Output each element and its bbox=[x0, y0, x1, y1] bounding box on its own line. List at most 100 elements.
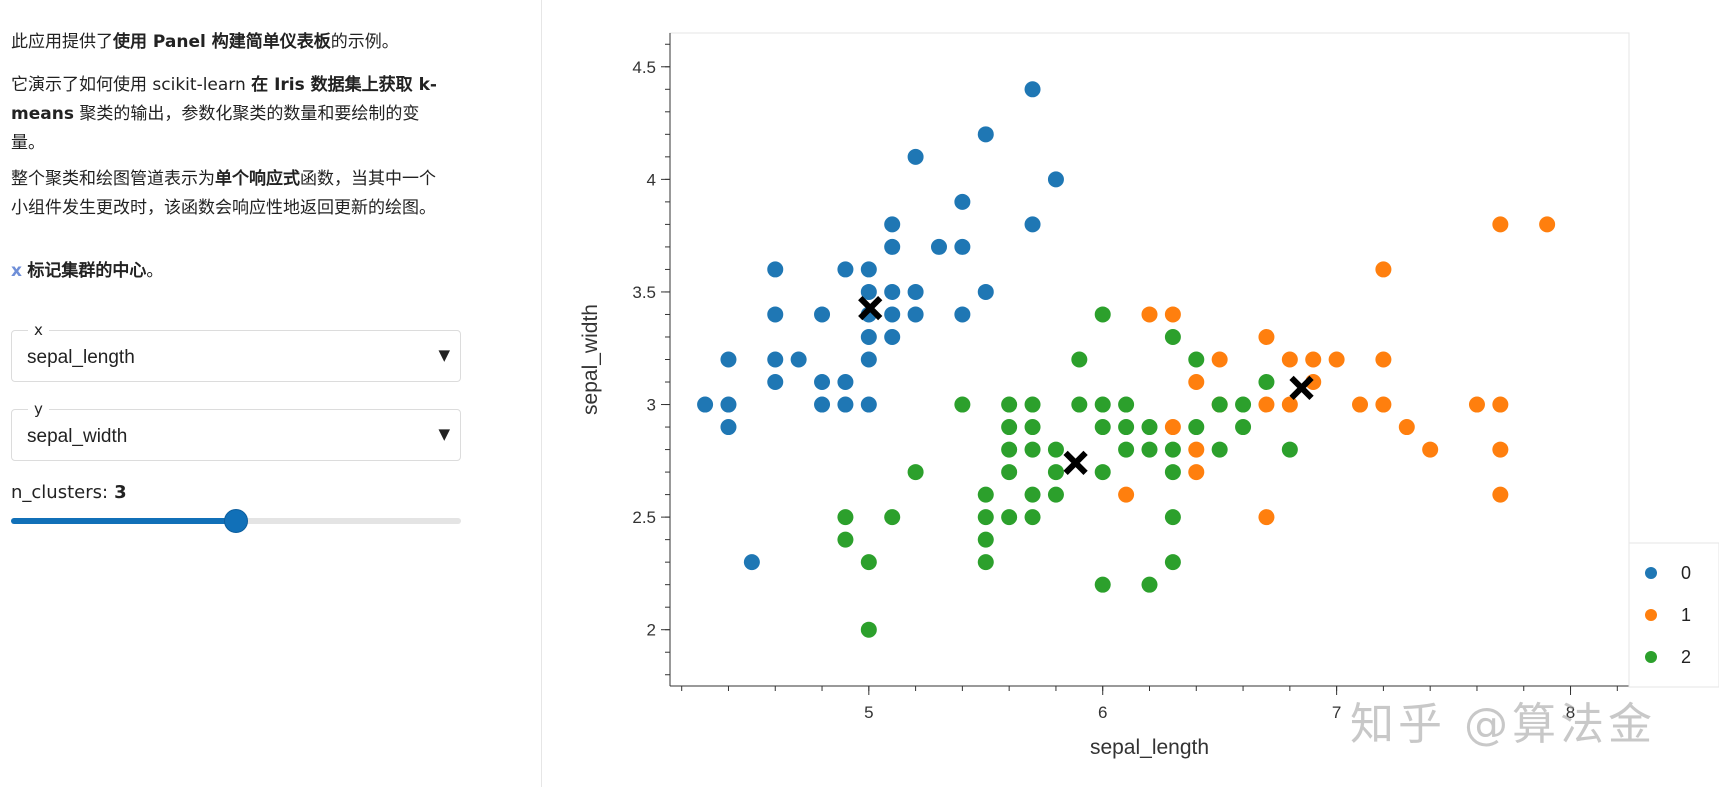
cluster-1-point bbox=[1352, 396, 1369, 413]
cluster-0-point bbox=[790, 351, 807, 368]
scatter-chart[interactable]: 5 6 7 8 2 2.5 3 3.5 4 4.5 sepal_length sepal_width 0… bbox=[543, 0, 1719, 787]
cluster-2-point bbox=[977, 486, 994, 503]
slider-handle[interactable] bbox=[224, 509, 248, 533]
cluster-0-point bbox=[977, 126, 994, 143]
cluster-1-point bbox=[1492, 216, 1509, 233]
pipeline-text: 整个聚类和绘图管道表示为 bbox=[11, 169, 215, 189]
cluster-0-point bbox=[860, 328, 877, 345]
cluster-2-point bbox=[1164, 441, 1181, 458]
y-variable-select[interactable]: y sepal_width ▼ bbox=[11, 399, 461, 461]
pipeline-paragraph: 整个聚类和绘图管道表示为单个响应式函数，当其中一个 小组件发生更改时，该函数会响应… bbox=[11, 165, 521, 223]
x-variable-select[interactable]: x sepal_length ▼ bbox=[11, 320, 461, 382]
cluster-2-point bbox=[1141, 419, 1158, 436]
caret-down-icon: ▼ bbox=[438, 346, 450, 364]
cluster-0-point bbox=[814, 306, 831, 323]
centers-note: x 标记集群的中心。 bbox=[11, 257, 521, 286]
cluster-0-point bbox=[837, 374, 854, 391]
cluster-0-point bbox=[720, 419, 737, 436]
intro-text: 此应用提供了 bbox=[11, 32, 113, 52]
legend-box bbox=[1628, 542, 1719, 688]
y-select-label: y bbox=[28, 399, 49, 419]
cluster-1-point bbox=[1281, 396, 1298, 413]
legend-label-2: 2 bbox=[1681, 647, 1691, 667]
y-axis-label: sepal_width bbox=[579, 304, 602, 415]
cluster-1-point bbox=[1375, 351, 1392, 368]
y-tick-label: 2 bbox=[647, 621, 656, 640]
cluster-2-point bbox=[907, 464, 924, 481]
cluster-0-point bbox=[767, 306, 784, 323]
cluster-1-point bbox=[1539, 216, 1556, 233]
pipeline-bold-text: 单个响应式 bbox=[215, 169, 300, 189]
cluster-0-point bbox=[954, 193, 971, 210]
cluster-0-point bbox=[884, 238, 901, 255]
cluster-2-point bbox=[1281, 441, 1298, 458]
x-tick-label: 7 bbox=[1332, 703, 1341, 722]
cluster-2-point bbox=[1001, 419, 1018, 436]
intro-paragraph: 此应用提供了使用 Panel 构建简单仪表板的示例。 bbox=[11, 28, 521, 57]
cluster-2-point bbox=[1141, 441, 1158, 458]
cluster-1-point bbox=[1164, 419, 1181, 436]
n-clusters-label: n_clusters: 3 bbox=[11, 482, 127, 503]
description-paragraph: 它演示了如何使用 scikit-learn 在 Iris 数据集上获取 k-me… bbox=[11, 71, 521, 158]
cluster-center-marker bbox=[1289, 375, 1314, 400]
description-text: 它演示了如何使用 scikit-learn bbox=[11, 75, 252, 95]
cluster-0-point bbox=[743, 554, 760, 571]
cluster-2-point bbox=[1024, 419, 1041, 436]
cluster-2-point bbox=[1001, 396, 1018, 413]
cluster-0-point bbox=[977, 283, 994, 300]
legend-swatch-1 bbox=[1645, 609, 1657, 621]
cluster-1-point bbox=[1118, 486, 1135, 503]
cluster-2-point bbox=[1001, 509, 1018, 526]
pipeline-text-line2: 小组件发生更改时，该函数会响应性地返回更新的绘图。 bbox=[11, 198, 436, 218]
cluster-0-point bbox=[720, 396, 737, 413]
cluster-2-point bbox=[1188, 419, 1205, 436]
cluster-1-point bbox=[1164, 306, 1181, 323]
cluster-1-point bbox=[1188, 464, 1205, 481]
cluster-2-point bbox=[977, 509, 994, 526]
cluster-2-point bbox=[1211, 441, 1228, 458]
cluster-2-point bbox=[884, 509, 901, 526]
n-clusters-slider[interactable] bbox=[11, 509, 461, 533]
cluster-center-marker bbox=[858, 296, 883, 321]
legend-label-1: 1 bbox=[1681, 605, 1691, 625]
centers-note-bold: 标记集群的中心 bbox=[27, 261, 147, 281]
cluster-2-point bbox=[1235, 396, 1252, 413]
y-tick-label: 2.5 bbox=[632, 508, 656, 527]
cluster-2-point bbox=[1094, 464, 1111, 481]
cluster-0-point bbox=[767, 261, 784, 278]
cluster-1-point bbox=[1305, 351, 1322, 368]
y-tick-label: 4.5 bbox=[632, 58, 656, 77]
cluster-2-point bbox=[837, 531, 854, 548]
cluster-0-point bbox=[720, 351, 737, 368]
cluster-2-point bbox=[1141, 576, 1158, 593]
cluster-2-point bbox=[860, 621, 877, 638]
cluster-0-point bbox=[884, 216, 901, 233]
cluster-0-point bbox=[1047, 171, 1064, 188]
legend-label-0: 0 bbox=[1681, 563, 1691, 583]
cluster-2-point bbox=[1024, 396, 1041, 413]
x-tick-label: 6 bbox=[1098, 703, 1107, 722]
cluster-0-point bbox=[884, 328, 901, 345]
y-tick-label: 3.5 bbox=[632, 283, 656, 302]
cluster-1-point bbox=[1258, 396, 1275, 413]
cluster-2-point bbox=[860, 554, 877, 571]
intro-text-end: 的示例。 bbox=[330, 32, 399, 52]
cluster-2-point bbox=[1258, 374, 1275, 391]
cluster-1-point bbox=[1375, 396, 1392, 413]
x-select-value: sepal_length bbox=[27, 347, 135, 368]
intro-bold-text: 使用 Panel 构建简单仪表板 bbox=[113, 32, 331, 52]
watermark-text: 知乎 @算法金 bbox=[1350, 699, 1656, 750]
center-marker-glyph: x bbox=[11, 261, 22, 281]
sidebar: 此应用提供了使用 Panel 构建简单仪表板的示例。 它演示了如何使用 scik… bbox=[0, 0, 542, 787]
cluster-2-point bbox=[1164, 509, 1181, 526]
cluster-center-marker bbox=[1063, 450, 1088, 475]
cluster-2-point bbox=[1024, 509, 1041, 526]
cluster-2-point bbox=[1094, 419, 1111, 436]
cluster-0-point bbox=[860, 351, 877, 368]
cluster-0-point bbox=[954, 238, 971, 255]
x-axis-label: sepal_length bbox=[1090, 736, 1209, 759]
cluster-0-point bbox=[860, 283, 877, 300]
cluster-0-point bbox=[814, 396, 831, 413]
cluster-0-point bbox=[860, 261, 877, 278]
cluster-2-point bbox=[1164, 328, 1181, 345]
